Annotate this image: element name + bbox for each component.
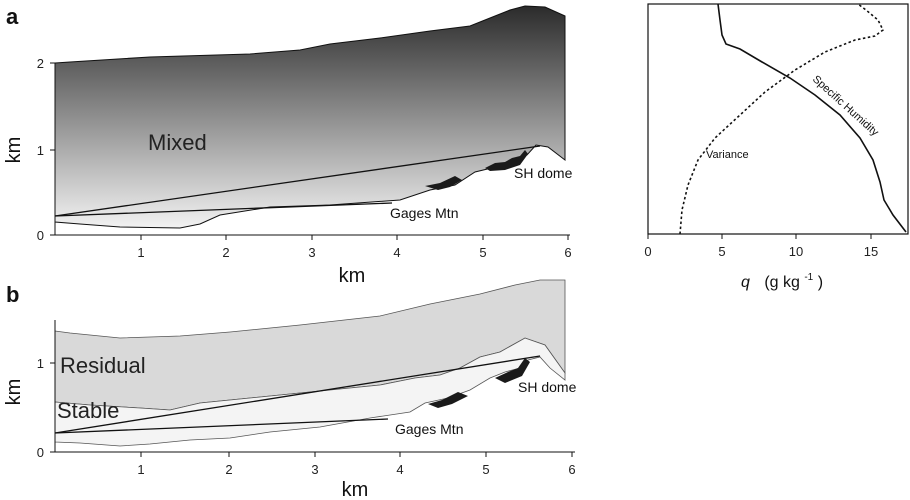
- panel-b-ytick-label-0: 0: [37, 445, 44, 460]
- panel-a-xtick-label-4: 4: [393, 245, 400, 260]
- sh-dome-label-a: SH dome: [514, 165, 573, 181]
- panel-a-xtick-label-6: 6: [564, 245, 571, 260]
- panel-b: b 0 1 km 1 2 3 4 5 6 km Residual Stabl: [3, 279, 577, 500]
- panel-b-xtick-label-2: 2: [225, 462, 232, 477]
- profile-panel: Specific Humidity Variance 0 5 10 15 q (…: [644, 3, 909, 291]
- slope-line-lower: [54, 202, 393, 217]
- specific-humidity-curve: [717, 3, 907, 233]
- terrain-peak-gages: [425, 176, 462, 190]
- panel-b-xtick-label-4: 4: [396, 462, 403, 477]
- variance-label: Variance: [706, 149, 749, 161]
- mixed-layer: [54, 5, 566, 229]
- sh-dome-label-b: SH dome: [518, 379, 577, 395]
- region-mixed-label: Mixed: [148, 130, 207, 155]
- profile-x-units-exp: -1: [804, 272, 813, 283]
- terrain-peak-sh: [485, 150, 528, 171]
- profile-xtick-label-5: 5: [718, 244, 725, 259]
- profile-xtick-label-0: 0: [644, 244, 651, 259]
- panel-a-xtick-label-5: 5: [479, 245, 486, 260]
- profile-x-units-close: ): [818, 274, 823, 291]
- panel-a-x-label: km: [339, 265, 366, 287]
- panel-b-xtick-label-3: 3: [311, 462, 318, 477]
- panel-b-ytick-label-1: 1: [37, 356, 44, 371]
- gages-mtn-label-a: Gages Mtn: [390, 205, 458, 221]
- region-residual-label: Residual: [60, 353, 146, 378]
- profile-xtick-label-10: 10: [789, 244, 803, 259]
- panel-a: a 0 1 2 km 1 2 3 4 5 6 km Mixed SH dome: [3, 4, 573, 287]
- terrain-peak-gages-b: [428, 392, 468, 408]
- panel-b-x-label: km: [342, 479, 369, 500]
- specific-humidity-label: Specific Humidity: [810, 73, 881, 139]
- panel-a-letter: a: [6, 4, 19, 29]
- terrain-peak-sh-b: [495, 358, 530, 383]
- profile-x-units: (g kg: [764, 274, 800, 291]
- panel-b-xtick-label-5: 5: [482, 462, 489, 477]
- profile-frame: [647, 3, 909, 235]
- panel-a-ytick-label-2: 2: [37, 56, 44, 71]
- panel-a-y-label: km: [3, 137, 25, 164]
- panel-a-xtick-label-2: 2: [222, 245, 229, 260]
- region-stable-label: Stable: [57, 398, 119, 423]
- slope-line-lower-b: [54, 418, 389, 434]
- profile-x-symbol: q: [741, 274, 750, 291]
- panel-a-xtick-label-1: 1: [137, 245, 144, 260]
- gages-mtn-label-b: Gages Mtn: [395, 421, 463, 437]
- profile-x-label: q (g kg -1 ): [741, 267, 823, 291]
- panel-b-xtick-label-6: 6: [568, 462, 575, 477]
- panel-b-y-label: km: [3, 379, 25, 406]
- slope-line-upper-b: [54, 355, 541, 434]
- panel-a-ytick-label-0: 0: [37, 228, 44, 243]
- panel-b-xtick-label-1: 1: [137, 462, 144, 477]
- profile-xtick-label-15: 15: [864, 244, 878, 259]
- panel-a-xtick-label-3: 3: [308, 245, 315, 260]
- panel-a-ytick-label-1: 1: [37, 143, 44, 158]
- panel-b-letter: b: [6, 282, 19, 307]
- slope-line-upper: [54, 145, 541, 217]
- residual-layer: [54, 279, 566, 411]
